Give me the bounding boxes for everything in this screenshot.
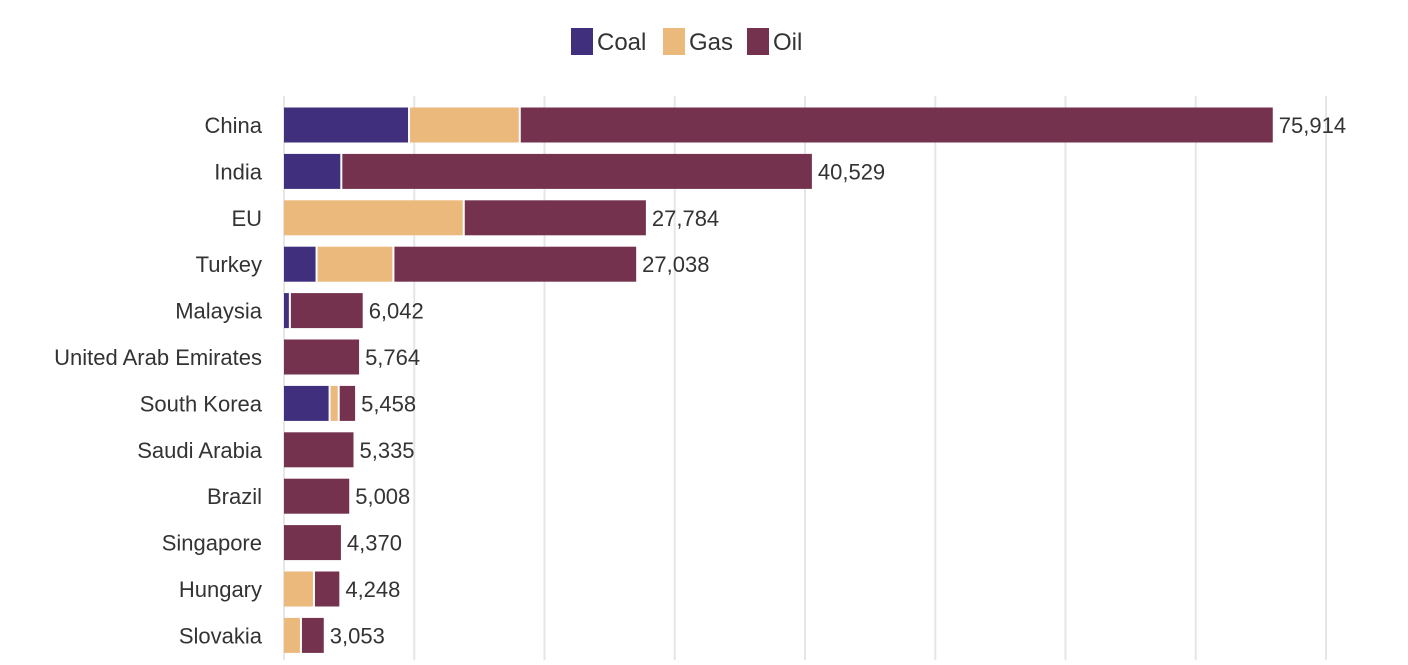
category-label: Hungary <box>179 577 262 602</box>
bar-oil <box>339 385 356 421</box>
bar-oil <box>301 617 324 653</box>
bar-oil <box>284 432 354 468</box>
bar-total-label: 75,914 <box>1279 113 1346 138</box>
category-label: Malaysia <box>175 299 263 324</box>
bar-total-label: 5,764 <box>365 345 420 370</box>
chart-bars <box>284 107 1273 653</box>
category-label: Brazil <box>207 484 262 509</box>
bar-oil <box>394 246 637 282</box>
bar-total-labels: 75,914 40,529 27,784 27,038 6,042 5,764 5,458 5… <box>330 113 1346 648</box>
category-label: Turkey <box>196 252 262 277</box>
bar-total-label: 40,529 <box>818 159 885 184</box>
bar-coal <box>284 293 289 329</box>
bar-oil <box>520 107 1273 143</box>
legend-swatch-oil <box>747 28 769 55</box>
bar-oil <box>314 571 340 607</box>
bar-gas <box>284 200 463 236</box>
bar-total-label: 5,335 <box>359 438 414 463</box>
bar-oil <box>284 339 360 375</box>
category-label: United Arab Emirates <box>54 345 262 370</box>
category-label: Singapore <box>162 531 262 556</box>
bar-gas <box>317 246 393 282</box>
bar-gas <box>284 571 313 607</box>
bar-total-label: 3,053 <box>330 623 385 648</box>
bar-total-label: 5,008 <box>355 484 410 509</box>
bar-oil <box>290 293 363 329</box>
bar-oil <box>284 478 350 514</box>
bar-coal <box>284 107 409 143</box>
bar-gas <box>330 385 338 421</box>
category-label: Saudi Arabia <box>137 438 263 463</box>
legend-swatch-coal <box>571 28 593 55</box>
bar-coal <box>284 385 329 421</box>
bar-total-label: 6,042 <box>369 299 424 324</box>
bar-total-label: 4,248 <box>345 577 400 602</box>
category-label: India <box>214 159 262 184</box>
chart-gridlines <box>283 96 1327 660</box>
bar-oil <box>284 525 341 561</box>
category-axis-labels: China India EU Turkey Malaysia United Arab Em… <box>54 113 263 648</box>
category-label: China <box>205 113 263 138</box>
category-label: South Korea <box>140 391 263 416</box>
bar-total-label: 27,784 <box>652 206 719 231</box>
legend-label-coal: Coal <box>597 29 646 56</box>
category-label: Slovakia <box>179 623 263 648</box>
bar-gas <box>284 617 300 653</box>
bar-oil <box>342 153 812 189</box>
bar-total-label: 27,038 <box>642 252 709 277</box>
bar-total-label: 5,458 <box>361 391 416 416</box>
legend-swatch-gas <box>663 28 685 55</box>
bar-coal <box>284 153 341 189</box>
bar-gas <box>410 107 519 143</box>
legend-label-oil: Oil <box>773 29 802 56</box>
category-label: EU <box>231 206 262 231</box>
legend-label-gas: Gas <box>689 29 733 56</box>
chart-legend: Coal Gas Oil <box>571 28 802 56</box>
bar-oil <box>464 200 646 236</box>
bar-total-label: 4,370 <box>347 531 402 556</box>
bar-coal <box>284 246 316 282</box>
